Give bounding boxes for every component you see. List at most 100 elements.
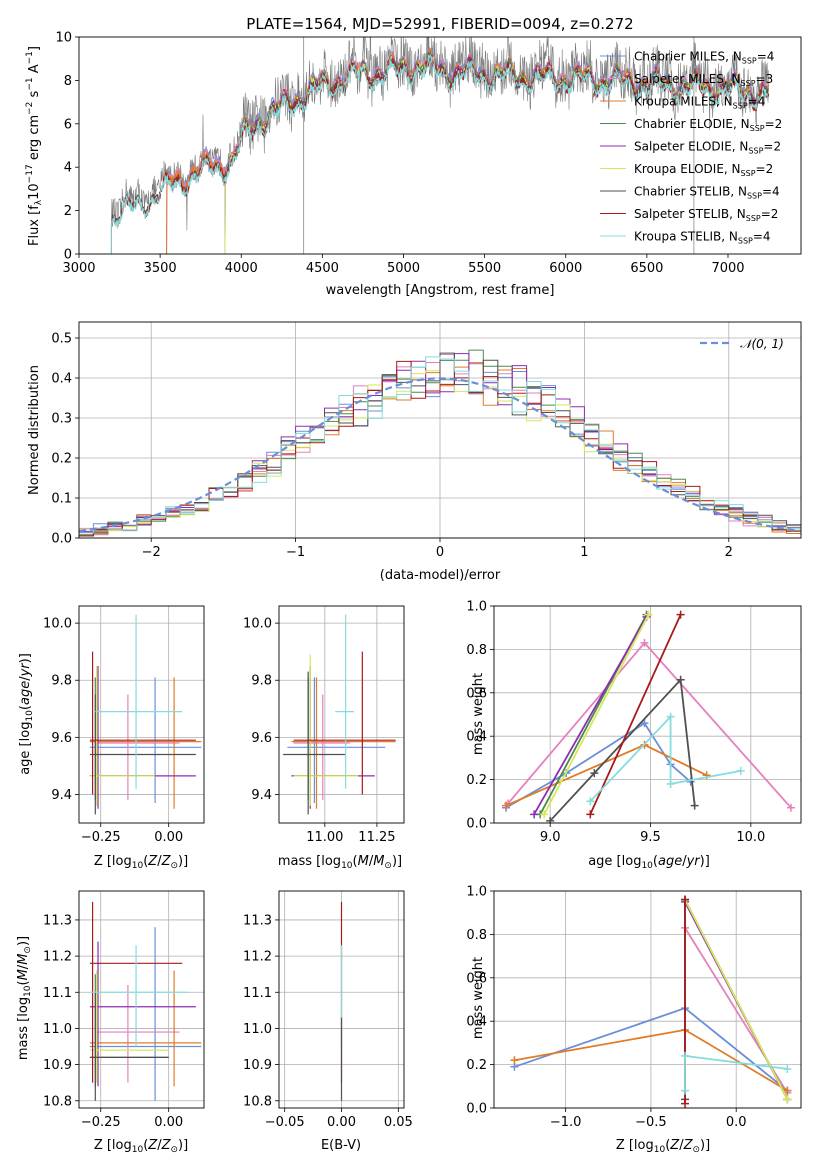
age-vs-z-points (89, 614, 202, 815)
weight-vs-age-ytick-label: 0.8 (466, 643, 487, 658)
weight-vs-age-frame (493, 605, 802, 824)
ebv-frame (278, 890, 405, 1109)
weight-vs-age-marker-salpeter_stelib (586, 810, 595, 819)
mass-z-xlabel: Z [log10(Z/Z⊙)] (94, 1138, 188, 1155)
weight-vs-age-series (502, 610, 795, 823)
ebv-ytick-label: 11.0 (243, 1022, 272, 1037)
age-vs-mass-xtick-label: 11.25 (358, 830, 395, 845)
spectrum-ytick-label: 4 (64, 161, 72, 176)
weight-vs-z-marker-salpeter_stelib (681, 1099, 690, 1108)
spectrum-legend-entry: Salpeter STELIB, NSSP=2 (634, 207, 778, 223)
age-vs-mass-xtick-label: 11.00 (306, 830, 343, 845)
residuals-xtick-label: 1 (580, 545, 588, 560)
mass-vs-z-ytick-label: 11.1 (43, 986, 72, 1001)
weight-age-xlabel: age [log10(age/yr)] (588, 854, 710, 871)
weight-vs-age-marker-kroupa_stelib (666, 712, 675, 721)
age-vs-z-frame (78, 605, 205, 824)
ebv-xtick-label: −0.05 (265, 1115, 305, 1130)
mass-vs-z-ytick-label: 11.0 (43, 1022, 72, 1037)
mass-z-ylabel: mass [log10(M/M⊙)] (16, 936, 33, 1060)
residuals-xtick-label: −1 (286, 545, 305, 560)
age-vs-mass-ytick-label: 9.8 (251, 674, 272, 689)
weight-vs-age-marker-kroupa_stelib (736, 766, 745, 775)
weight-vs-age-marker-chabrier_stelib (546, 816, 555, 823)
age-mass-xlabel: mass [log10(M/M⊙)] (278, 854, 402, 871)
weight-vs-age-ytick-label: 0.0 (466, 817, 487, 832)
weight-vs-age-marker-salpeter_elodie (530, 810, 539, 819)
residuals-legend-entry: 𝒩(0, 1) (740, 337, 784, 351)
spectrum-model-kroupa_stelib (110, 53, 770, 254)
weight-vs-z-marker-kroupa_elodie (783, 1095, 792, 1104)
residuals-hists (79, 349, 801, 538)
weight-vs-age-marker-salpeter_miles (786, 803, 795, 812)
weight-vs-age-line-kroupa_elodie (543, 614, 650, 815)
age-vs-z-xtick-label: 0.00 (154, 830, 183, 845)
weight-vs-age-ytick-label: 0.6 (466, 686, 487, 701)
age-vs-z-ytick-label: 9.6 (51, 731, 72, 746)
weight-vs-age-line-chabrier_stelib (549, 677, 696, 822)
residuals-normal-curve (79, 377, 801, 533)
weight-vs-z-axes: −1.0 −0.5 0.0 0.0 0.2 0.4 0.6 0.8 1.0 (466, 885, 801, 1130)
weight-vs-z-ytick-label: 1.0 (466, 885, 487, 900)
weight-vs-z-marker-kroupa_stelib (681, 1051, 690, 1060)
residuals-ytick-label: 0.3 (51, 412, 72, 427)
spectrum-xtick-label: 5500 (468, 261, 501, 276)
weight-vs-age-marker-chabrier_miles (640, 719, 649, 728)
ebv-ytick-label: 10.9 (243, 1058, 272, 1073)
spectrum-lines (110, 37, 770, 254)
weight-vs-age-marker-salpeter_stelib (676, 610, 685, 619)
spectrum-legend-entry: Kroupa ELODIE, NSSP=2 (634, 162, 773, 178)
spectrum-xtick-label: 5000 (387, 261, 420, 276)
weight-vs-z-series (510, 895, 792, 1108)
spectrum-legend-entry: Salpeter MILES, NSSP=3 (634, 72, 773, 88)
spectrum-ytick-label: 8 (64, 74, 72, 89)
age-vs-z-ytick-label: 9.4 (51, 788, 72, 803)
age-vs-mass-points (283, 614, 396, 815)
weight-vs-age-marker-chabrier_stelib (590, 769, 599, 778)
residuals-xtick-label: −2 (142, 545, 161, 560)
weight-vs-z-marker-kroupa_stelib (681, 1086, 690, 1095)
weight-z-ylabel: mass weight (471, 957, 486, 1039)
weight-vs-age-marker-chabrier_stelib (676, 675, 685, 684)
weight-age-ylabel: mass weight (471, 673, 486, 755)
weight-vs-age-marker-kroupa_elodie (540, 810, 549, 819)
residuals-xtick-label: 0 (436, 545, 444, 560)
spectrum-legend-entry: Kroupa MILES, NSSP=4 (634, 95, 765, 111)
ebv-ytick-label: 11.2 (243, 950, 272, 965)
ebv-xtick-label: 0.05 (384, 1115, 413, 1130)
mass-vs-z-ytick-label: 10.9 (43, 1058, 72, 1073)
age-vs-mass-frame (278, 605, 405, 824)
weight-vs-age-line-salpeter_elodie (533, 616, 648, 815)
weight-vs-age-ytick-label: 0.2 (466, 773, 487, 788)
mass-vs-z-points (89, 901, 202, 1101)
residuals-xlabel: (data-model)/error (380, 568, 501, 583)
age-vs-z-xtick-label: −0.25 (81, 830, 121, 845)
weight-vs-z-ytick-label: 0.4 (466, 1015, 487, 1030)
age-vs-z-ytick-label: 9.8 (51, 674, 72, 689)
age-vs-mass-ytick-label: 9.6 (251, 731, 272, 746)
weight-vs-age-marker-kroupa_stelib (586, 797, 595, 806)
spectrum-xtick-label: 6500 (630, 261, 663, 276)
spectrum-legend-entry: Kroupa STELIB, NSSP=4 (634, 230, 771, 246)
weight-vs-age-marker-salpeter_miles (640, 638, 649, 647)
residuals-xtick-label: 2 (725, 545, 733, 560)
spectrum-legend-entry: Chabrier ELODIE, NSSP=2 (634, 117, 782, 133)
weight-vs-age-ytick-label: 1.0 (466, 600, 487, 615)
residuals-hist-kroupa_stelib (79, 356, 801, 538)
mass-vs-z-ytick-label: 11.3 (43, 913, 72, 928)
weight-vs-z-marker-kroupa_miles (510, 1056, 519, 1065)
ebv-axes: −0.05 0.00 0.05 10.8 10.9 11.0 11.1 11.2 11.3 (243, 891, 413, 1130)
weight-vs-age-line-kroupa_miles (505, 743, 708, 807)
spectrum-legend-entry: Salpeter ELODIE, NSSP=2 (634, 140, 781, 156)
weight-vs-age-axes: 9.0 9.5 10.0 0.0 0.2 0.4 0.6 0.8 1.0 (466, 600, 801, 845)
spectrum-ytick-label: 6 (64, 117, 72, 132)
spectrum-frame (78, 36, 802, 255)
age-vs-z-ytick-label: 10.0 (43, 617, 72, 632)
weight-vs-z-ytick-label: 0.2 (466, 1058, 487, 1073)
spectrum-xtick-label: 3500 (144, 261, 177, 276)
weight-vs-z-marker-salpeter_stelib (681, 895, 690, 904)
residuals-ytick-label: 0.2 (51, 452, 72, 467)
spectrum-ytick-label: 0 (64, 248, 72, 263)
spectrum-xtick-label: 3000 (62, 261, 95, 276)
